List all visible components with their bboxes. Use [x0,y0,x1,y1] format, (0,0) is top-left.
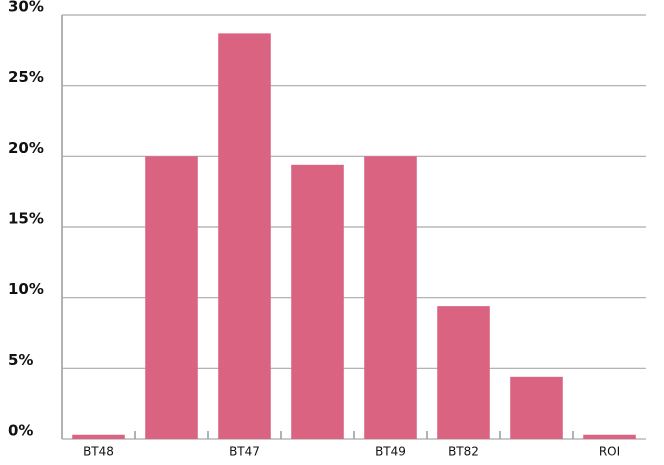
bar [510,376,563,439]
x-tick-label: BT49 [375,445,406,459]
bar [583,434,636,439]
bar [145,156,198,440]
bar [364,156,417,440]
x-tick-label: BT47 [229,445,260,459]
bar [72,434,125,439]
y-tick-label: 20% [8,139,44,157]
y-tick-label: 30% [8,0,44,16]
y-tick-label: 25% [8,68,44,86]
y-tick-label: 15% [8,210,44,228]
y-tick-label: 5% [8,351,33,369]
bar [291,164,344,439]
y-tick-label: 0% [8,422,33,440]
x-tick-label: ROI [599,445,620,459]
x-tick-label: BT82 [448,445,479,459]
bar [437,306,490,439]
y-tick-label: 10% [8,280,44,298]
x-tick-label: BT48 [83,445,114,459]
bar [218,33,271,440]
